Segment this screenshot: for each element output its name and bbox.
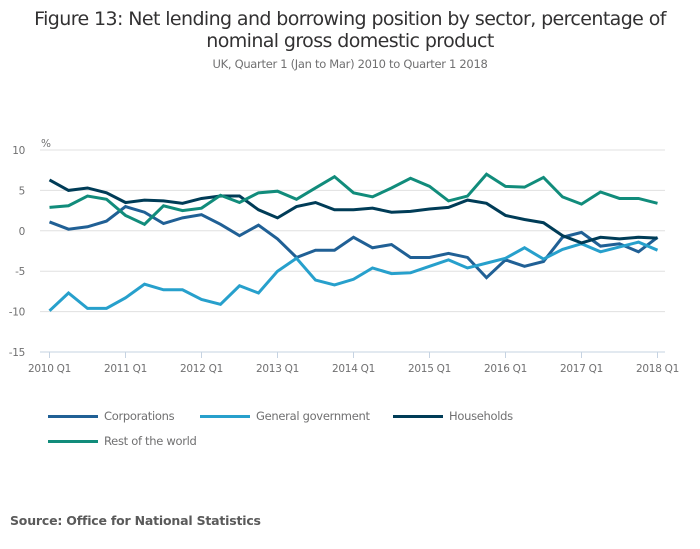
source-note: Source: Office for National Statistics	[10, 513, 261, 528]
legend-swatch-rest-of-the-world	[48, 439, 98, 443]
y-tick-label: -5	[15, 266, 25, 278]
y-tick-label: -15	[9, 347, 25, 359]
series-lines	[48, 172, 659, 312]
legend-swatch-corporations	[48, 414, 98, 418]
x-tick-label: 2010 Q1	[28, 363, 71, 375]
legend-item-corporations[interactable]: Corporations	[48, 408, 175, 424]
x-tick-label: 2013 Q1	[256, 363, 299, 375]
y-tick-label: 0	[19, 226, 25, 238]
y-tick-label: 10	[12, 145, 25, 157]
legend-swatch-households	[393, 414, 443, 418]
x-tick-label: 2018 Q1	[636, 363, 679, 375]
series-line-households	[48, 178, 658, 245]
legend-label: General government	[256, 409, 370, 423]
chart-subtitle: UK, Quarter 1 (Jan to Mar) 2010 to Quart…	[212, 57, 488, 71]
chart-title-line-2: nominal gross domestic product	[206, 30, 494, 52]
chart-title-line-1: Figure 13: Net lending and borrowing pos…	[34, 8, 666, 30]
legend-item-households[interactable]: Households	[393, 408, 513, 424]
series-line-general-government	[48, 240, 659, 312]
y-axis-unit-label: %	[41, 138, 51, 150]
y-axis: 10 5 0 -5 -10 -15	[9, 145, 26, 359]
x-tick-label: 2012 Q1	[180, 363, 223, 375]
x-tick-label: 2011 Q1	[104, 363, 147, 375]
x-tick-label: 2015 Q1	[408, 363, 451, 375]
series-line-rest-of-the-world	[49, 172, 658, 227]
gridlines	[40, 149, 665, 313]
x-tick-label: 2017 Q1	[560, 363, 603, 375]
legend-item-general-government[interactable]: General government	[200, 408, 370, 424]
legend-label: Households	[449, 409, 513, 423]
chart-title: Figure 13: Net lending and borrowing pos…	[0, 8, 700, 52]
legend-swatch-general-government	[200, 414, 250, 418]
y-tick-label: 5	[19, 185, 25, 197]
x-tick-label: 2016 Q1	[484, 363, 527, 375]
x-tick-label: 2014 Q1	[332, 363, 375, 375]
legend-label: Rest of the world	[104, 434, 197, 448]
y-tick-label: -10	[9, 307, 25, 319]
x-axis: 2010 Q1 2011 Q1 2012 Q1 2013 Q1 2014 Q1 2015 …	[28, 351, 679, 375]
legend-label: Corporations	[104, 409, 175, 423]
line-chart: 10 5 0 -5 -10 -15 % 2010 Q1 2011 Q1 2012 Q1 2013…	[9, 138, 680, 375]
legend-item-rest-of-the-world[interactable]: Rest of the world	[48, 433, 197, 449]
series-line-corporations	[48, 204, 659, 280]
